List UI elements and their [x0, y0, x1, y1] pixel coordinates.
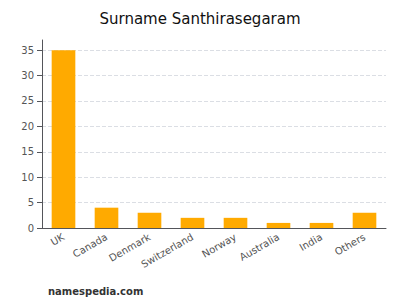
svg-text:10: 10: [21, 172, 34, 183]
svg-text:Canada: Canada: [71, 231, 109, 260]
svg-text:5: 5: [28, 197, 34, 208]
svg-text:Switzerland: Switzerland: [139, 231, 195, 270]
svg-text:0: 0: [28, 223, 34, 234]
svg-text:Denmark: Denmark: [107, 231, 153, 264]
svg-text:30: 30: [21, 70, 34, 81]
svg-text:35: 35: [21, 45, 34, 56]
svg-text:namespedia.com: namespedia.com: [48, 286, 143, 297]
svg-text:Others: Others: [333, 231, 368, 257]
svg-text:Australia: Australia: [237, 231, 281, 263]
svg-text:India: India: [298, 231, 325, 253]
svg-text:25: 25: [21, 95, 34, 106]
svg-text:Norway: Norway: [200, 231, 238, 260]
svg-text:Surname Santhirasegaram: Surname Santhirasegaram: [99, 10, 300, 28]
svg-text:20: 20: [21, 121, 34, 132]
svg-text:15: 15: [21, 146, 34, 157]
svg-text:UK: UK: [49, 231, 67, 248]
